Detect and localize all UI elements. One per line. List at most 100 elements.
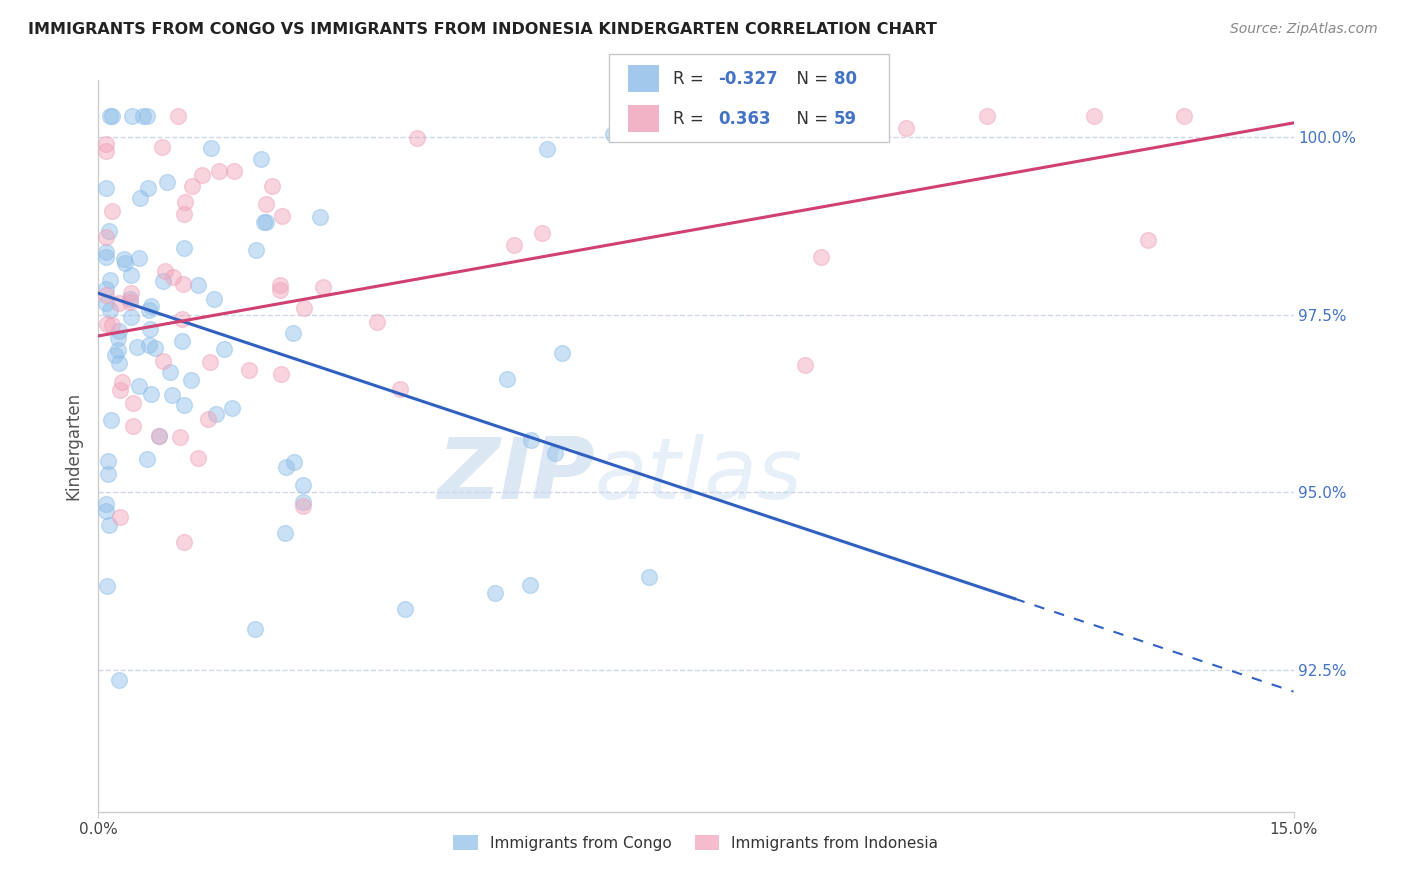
Point [198,355,221,369]
Point [274,526,297,541]
Point [136,451,159,466]
Point [96,144,118,158]
Point [734,109,756,123]
Text: ZIP: ZIP [437,434,595,516]
Point [238,363,260,377]
Point [138,322,160,336]
Point [173,398,195,412]
Point [152,354,174,368]
Point [104,348,127,362]
Point [172,277,194,292]
Point [200,141,222,155]
Point [243,622,266,636]
Text: R =: R = [673,110,714,128]
Point [276,460,298,475]
Text: 0.363: 0.363 [718,110,770,128]
Point [1173,109,1195,123]
Point [136,109,159,123]
Point [173,241,195,255]
Point [138,338,160,352]
Point [496,372,519,386]
Point [108,324,131,338]
Point [544,446,567,460]
Text: 59: 59 [834,110,856,128]
Text: 80: 80 [834,70,856,87]
Point [107,673,129,687]
Point [120,310,142,324]
Text: Source: ZipAtlas.com: Source: ZipAtlas.com [1230,22,1378,37]
Point [98,302,121,317]
Point [114,256,136,270]
Point [148,429,170,443]
Point [292,477,315,491]
Text: -0.327: -0.327 [718,70,778,87]
Point [167,109,190,123]
Point [101,203,124,218]
Point [638,570,661,584]
Point [896,121,918,136]
Point [96,229,118,244]
Point [139,387,162,401]
Point [254,197,277,211]
Point [120,286,142,301]
Point [180,373,202,387]
Point [131,109,153,123]
Point [108,509,131,524]
Point [309,210,332,224]
Point [97,454,120,468]
Point [197,411,219,425]
Point [122,396,145,410]
Point [406,131,429,145]
Point [107,295,129,310]
Point [118,295,141,310]
Point [97,467,120,481]
Point [271,209,294,223]
Point [283,326,305,341]
Point [107,356,129,370]
Point [222,164,245,178]
Point [291,495,314,509]
Point [502,237,524,252]
Point [160,387,183,401]
Point [96,287,118,301]
Point [311,280,333,294]
Point [107,343,129,357]
Point [96,244,118,259]
Point [394,601,416,615]
Point [150,140,173,154]
Point [96,295,118,310]
Point [269,283,291,297]
Point [118,293,141,307]
Point [170,312,193,326]
Point [1083,109,1105,123]
Point [520,434,543,448]
Point [283,455,305,469]
Text: N =: N = [786,70,834,87]
Point [141,299,163,313]
Point [101,318,124,333]
Point [602,127,624,141]
Legend: Immigrants from Congo, Immigrants from Indonesia: Immigrants from Congo, Immigrants from I… [447,829,945,856]
Point [152,274,174,288]
Point [120,268,142,282]
Point [262,179,284,194]
Point [110,384,132,398]
Point [96,497,118,511]
Point [269,277,291,292]
Point [96,136,118,151]
Point [128,251,150,265]
Point [530,227,553,241]
Point [536,142,558,156]
Point [125,340,148,354]
Point [96,283,118,297]
Text: atlas: atlas [595,434,803,516]
Point [96,579,118,593]
Point [187,277,209,292]
Point [96,318,118,332]
Point [366,315,388,329]
Point [97,224,120,238]
Point [128,379,150,393]
Point [100,109,122,123]
Point [519,578,541,592]
Text: N =: N = [786,110,834,128]
